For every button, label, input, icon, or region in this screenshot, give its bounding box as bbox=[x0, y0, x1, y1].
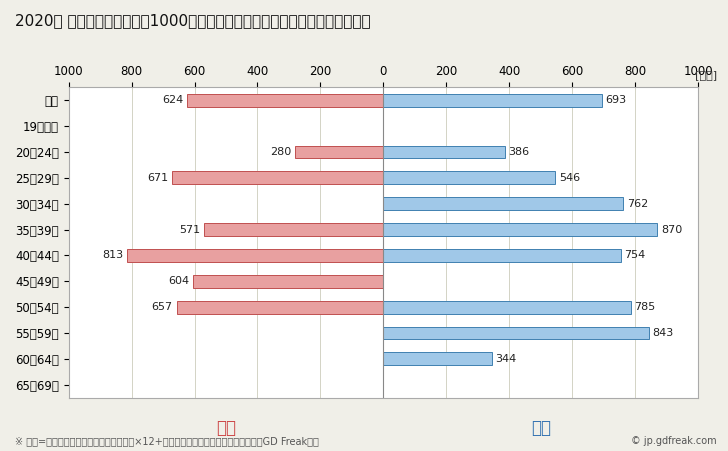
Text: 571: 571 bbox=[179, 225, 200, 235]
Text: ※ 年収=「きまって支給する現金給与額」×12+「年間賞与その他特別給与額」としてGD Freak推計: ※ 年収=「きまって支給する現金給与額」×12+「年間賞与その他特別給与額」とし… bbox=[15, 437, 318, 446]
Text: © jp.gdfreak.com: © jp.gdfreak.com bbox=[631, 437, 717, 446]
Text: 2020年 民間企業（従業者数1000人以上）フルタイム労働者の男女別平均年収: 2020年 民間企業（従業者数1000人以上）フルタイム労働者の男女別平均年収 bbox=[15, 14, 370, 28]
Bar bbox=[193, 275, 384, 288]
Text: 785: 785 bbox=[634, 302, 655, 312]
Text: 280: 280 bbox=[270, 147, 291, 157]
Bar bbox=[127, 249, 384, 262]
Text: [万円]: [万円] bbox=[695, 70, 717, 80]
Bar bbox=[384, 327, 649, 340]
Bar bbox=[177, 301, 384, 313]
Text: 344: 344 bbox=[496, 354, 517, 364]
Text: 870: 870 bbox=[661, 225, 682, 235]
Bar bbox=[384, 223, 657, 236]
Bar bbox=[187, 94, 384, 107]
Bar bbox=[384, 352, 491, 365]
Text: 843: 843 bbox=[652, 328, 674, 338]
Bar bbox=[204, 223, 384, 236]
Text: 813: 813 bbox=[103, 250, 124, 260]
Bar bbox=[384, 171, 555, 184]
Text: 671: 671 bbox=[147, 173, 168, 183]
Text: 男性: 男性 bbox=[531, 419, 551, 437]
Text: 女性: 女性 bbox=[216, 419, 236, 437]
Text: 657: 657 bbox=[151, 302, 173, 312]
Bar bbox=[384, 94, 601, 107]
Text: 624: 624 bbox=[162, 95, 183, 105]
Text: 762: 762 bbox=[627, 199, 649, 209]
Bar bbox=[296, 146, 384, 158]
Text: 546: 546 bbox=[559, 173, 580, 183]
Bar bbox=[384, 197, 623, 210]
Text: 754: 754 bbox=[625, 250, 646, 260]
Bar bbox=[384, 249, 621, 262]
Text: 386: 386 bbox=[509, 147, 530, 157]
Bar bbox=[384, 301, 630, 313]
Text: 604: 604 bbox=[168, 276, 189, 286]
Text: 693: 693 bbox=[605, 95, 627, 105]
Bar bbox=[172, 171, 384, 184]
Bar bbox=[384, 146, 505, 158]
